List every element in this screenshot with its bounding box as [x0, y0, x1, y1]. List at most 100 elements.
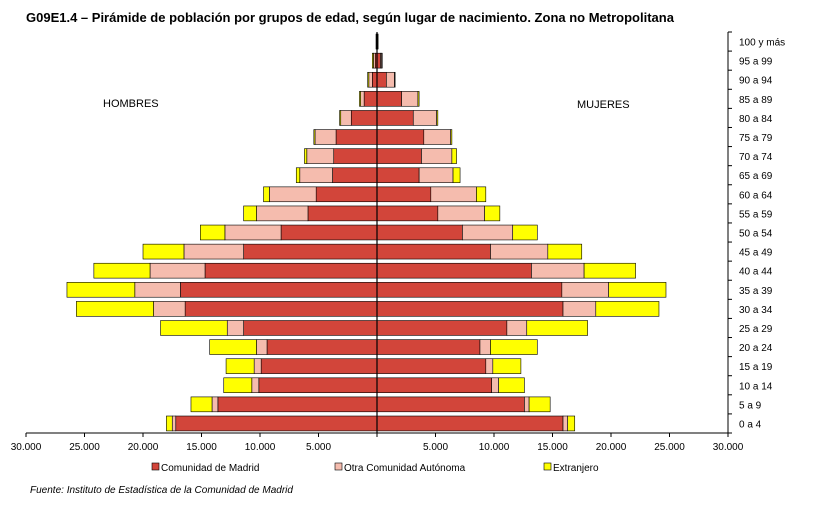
bar-men-0-17 [260, 358, 378, 374]
bar-men-0-11 [243, 243, 378, 260]
bar-men-0-13 [180, 282, 378, 298]
bar-men-0-10 [280, 224, 378, 241]
x-tick-label-7: 5.000 [423, 442, 448, 453]
bar-women-1-4 [412, 110, 437, 126]
bar-men-0-20 [175, 415, 378, 432]
bar-women-2-3 [417, 91, 420, 107]
x-tick-label-1: 25.000 [69, 442, 100, 453]
bar-men-0-5 [335, 129, 378, 145]
bar-men-2-10 [200, 224, 226, 241]
bar-women-1-18 [491, 377, 499, 393]
bar-men-1-11 [183, 243, 244, 260]
bar-men-1-7 [299, 167, 333, 183]
bar-women-0-9 [376, 205, 439, 222]
bar-women-2-1 [381, 52, 383, 69]
bar-men-1-3 [360, 91, 365, 107]
bar-women-2-17 [492, 358, 522, 374]
bar-women-1-8 [430, 186, 477, 203]
bar-women-0-19 [376, 396, 525, 413]
x-tick-label-2: 20.000 [128, 442, 159, 453]
y-tick-label-8: 60 a 64 [739, 190, 773, 201]
bar-men-1-15 [226, 320, 244, 336]
bar-men-2-17 [225, 358, 255, 374]
x-tick-label-9: 15.000 [537, 442, 568, 453]
bar-women-2-18 [498, 377, 525, 393]
bar-women-1-15 [506, 320, 528, 336]
chart-title: G09E1.4 – Pirámide de población por grup… [26, 10, 674, 25]
bar-men-0-7 [332, 167, 378, 183]
legend-label-1: Otra Comunidad Autónoma [344, 463, 466, 474]
bar-men-2-15 [160, 320, 228, 336]
bar-men-0-3 [363, 91, 378, 107]
bar-men-1-8 [269, 186, 317, 203]
bar-women-0-6 [376, 148, 422, 164]
bar-men-2-19 [190, 396, 213, 413]
bar-men-1-17 [253, 358, 262, 374]
bar-men-2-1 [372, 52, 374, 69]
legend-swatch-0 [151, 462, 160, 471]
y-tick-label-10: 50 a 54 [739, 229, 773, 240]
bar-women-0-8 [376, 186, 432, 203]
bar-men-0-18 [258, 377, 378, 393]
y-tick-label-16: 20 a 24 [739, 343, 773, 354]
legend-label-2: Extranjero [553, 463, 599, 474]
bar-men-1-16 [256, 339, 268, 355]
women-label: MUJERES [577, 99, 630, 111]
bar-women-2-11 [547, 243, 583, 260]
bar-men-2-13 [66, 282, 136, 298]
bar-women-0-18 [376, 377, 492, 393]
bar-men-2-18 [223, 377, 253, 393]
bar-men-0-12 [204, 262, 378, 279]
bar-women-2-6 [451, 148, 457, 164]
bar-men-2-5 [313, 129, 316, 145]
bar-women-2-5 [450, 129, 453, 145]
y-tick-label-2: 90 a 94 [739, 76, 773, 87]
bar-women-2-10 [512, 224, 538, 241]
bar-women-1-17 [485, 358, 494, 374]
y-tick-label-19: 5 a 9 [739, 400, 762, 411]
bar-women-2-9 [484, 205, 501, 222]
bar-men-0-15 [243, 320, 378, 336]
bar-men-2-16 [209, 339, 257, 355]
x-tick-label-5: 5.000 [306, 442, 331, 453]
bar-men-1-18 [251, 377, 260, 393]
bar-women-0-16 [376, 339, 481, 355]
men-label: HOMBRES [103, 98, 159, 110]
y-tick-label-14: 30 a 34 [739, 305, 773, 316]
bar-women-0-20 [376, 415, 564, 432]
bar-men-0-19 [217, 396, 378, 413]
bar-women-0-11 [376, 243, 491, 260]
bar-women-0-13 [376, 282, 563, 298]
bar-men-1-10 [224, 224, 282, 241]
bar-women-2-19 [528, 396, 551, 413]
y-tick-label-9: 55 a 59 [739, 209, 773, 220]
bar-men-1-20 [171, 415, 177, 432]
bar-women-0-2 [376, 71, 387, 88]
bar-women-2-4 [436, 110, 439, 126]
bar-women-2-15 [526, 320, 588, 336]
bar-women-2-14 [595, 301, 660, 317]
bar-men-2-8 [263, 186, 270, 203]
bar-men-0-16 [266, 339, 378, 355]
bar-women-1-20 [562, 415, 569, 432]
bar-women-2-12 [583, 262, 636, 279]
bar-women-0-12 [376, 262, 532, 279]
y-tick-label-3: 85 a 89 [739, 95, 773, 106]
bar-women-0-5 [376, 129, 425, 145]
y-tick-label-15: 25 a 29 [739, 324, 773, 335]
bar-women-0-10 [376, 224, 463, 241]
bar-men-1-19 [211, 396, 219, 413]
x-tick-label-3: 15.000 [186, 442, 217, 453]
bar-men-1-12 [149, 262, 206, 279]
bar-men-1-14 [153, 301, 186, 317]
y-tick-label-18: 10 a 14 [739, 381, 773, 392]
bar-women-1-16 [479, 339, 491, 355]
bar-women-1-3 [401, 91, 419, 107]
bar-women-0-15 [376, 320, 508, 336]
y-tick-label-17: 15 a 19 [739, 362, 773, 373]
x-tick-label-0: 30.000 [11, 442, 42, 453]
legend-swatch-1 [334, 462, 343, 471]
bar-women-2-7 [452, 167, 461, 183]
y-tick-label-1: 95 a 99 [739, 57, 773, 68]
